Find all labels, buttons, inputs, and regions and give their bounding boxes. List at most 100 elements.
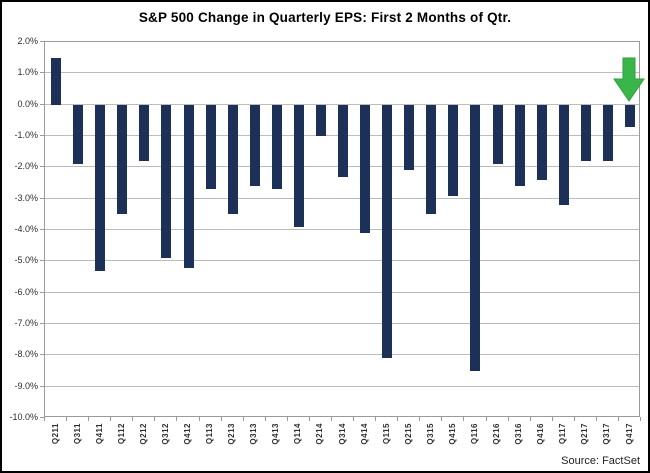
- y-axis-tick: [40, 354, 44, 356]
- bar-Q415: [448, 104, 459, 196]
- x-axis-label-Q415: Q415: [447, 423, 457, 445]
- x-axis-label-Q212: Q212: [138, 423, 148, 445]
- gridline: [45, 354, 639, 356]
- bar-Q213: [227, 104, 238, 215]
- y-axis-label: -3.0%: [14, 192, 38, 203]
- bar-Q313: [249, 104, 260, 187]
- y-axis-tick: [40, 72, 44, 74]
- x-axis-label-Q313: Q313: [249, 423, 259, 445]
- x-axis-label-Q416: Q416: [536, 423, 546, 445]
- y-axis-tick: [40, 197, 44, 199]
- x-axis-label-Q213: Q213: [227, 423, 237, 445]
- bar-Q116: [470, 104, 481, 371]
- y-axis-tick: [40, 103, 44, 105]
- x-axis-tick: [264, 417, 266, 421]
- x-axis-label-Q115: Q115: [381, 423, 391, 445]
- x-axis-label-Q414: Q414: [359, 423, 369, 445]
- y-axis-label: 0.0%: [17, 98, 38, 109]
- bar-Q115: [382, 104, 393, 359]
- bar-Q215: [404, 104, 415, 171]
- bar-Q212: [139, 104, 150, 162]
- y-axis-tick: [40, 323, 44, 324]
- x-axis-tick: [463, 417, 465, 421]
- x-axis-tick: [640, 417, 641, 421]
- bar-Q117: [558, 104, 569, 205]
- x-axis-tick: [44, 417, 45, 421]
- gridline: [45, 323, 639, 324]
- y-axis-label: -10.0%: [9, 412, 38, 422]
- x-axis-tick: [529, 417, 531, 421]
- y-axis-label: 1.0%: [17, 67, 38, 78]
- x-axis-tick: [331, 417, 332, 421]
- x-axis-label-Q116: Q116: [469, 423, 479, 445]
- x-axis-tick: [353, 417, 354, 421]
- bar-Q416: [536, 104, 547, 180]
- bar-Q311: [73, 104, 84, 165]
- y-axis-label: -8.0%: [14, 349, 38, 360]
- x-axis-tick: [485, 417, 487, 421]
- x-axis-tick: [573, 417, 575, 421]
- bar-Q312: [161, 104, 172, 259]
- x-axis-label-Q114: Q114: [293, 423, 303, 445]
- plot-area: [44, 41, 640, 417]
- down-arrow-shape: [613, 57, 645, 102]
- x-axis-tick: [88, 417, 90, 421]
- gridline: [45, 260, 639, 262]
- y-axis-label: -4.0%: [14, 224, 38, 234]
- bar-Q317: [602, 104, 613, 162]
- x-axis-label-Q211: Q211: [50, 423, 60, 445]
- x-axis-label-Q217: Q217: [580, 423, 590, 445]
- bar-Q314: [338, 104, 348, 177]
- x-axis-label-Q112: Q112: [116, 423, 126, 445]
- bar-Q412: [183, 104, 194, 268]
- x-axis-tick: [132, 417, 134, 421]
- x-axis-tick: [507, 417, 509, 421]
- y-axis-tick: [40, 41, 44, 42]
- x-axis-label-Q413: Q413: [271, 423, 281, 445]
- y-axis-tick: [40, 229, 44, 230]
- y-axis-label: -1.0%: [14, 130, 38, 140]
- x-axis-tick: [308, 417, 310, 421]
- x-axis-label-Q113: Q113: [205, 423, 215, 445]
- x-axis-tick: [397, 417, 399, 421]
- x-axis-label-Q214: Q214: [315, 423, 325, 445]
- x-axis-label-Q317: Q317: [602, 423, 612, 445]
- y-axis-label: -6.0%: [14, 286, 38, 297]
- y-axis-tick: [40, 291, 44, 293]
- x-axis-label-Q311: Q311: [72, 423, 82, 445]
- y-axis-label: -9.0%: [14, 380, 38, 391]
- gridline: [45, 291, 639, 293]
- y-axis-label: -7.0%: [14, 318, 38, 328]
- x-axis-label-Q216: Q216: [492, 423, 501, 445]
- x-axis-tick: [595, 417, 597, 421]
- highlight-down-arrow-icon: [613, 57, 645, 102]
- bar-Q414: [360, 104, 371, 234]
- x-axis-tick: [286, 417, 288, 421]
- bar-Q417: [625, 104, 635, 127]
- x-axis-label-Q215: Q215: [403, 423, 413, 445]
- source-label: Source: FactSet: [561, 455, 640, 467]
- x-axis-tick: [198, 417, 200, 421]
- x-axis-tick: [110, 417, 112, 421]
- y-axis-tick: [40, 385, 44, 387]
- y-axis-tick: [40, 166, 44, 168]
- bar-Q214: [315, 104, 326, 136]
- bar-Q211: [51, 57, 61, 105]
- x-axis-tick: [66, 417, 68, 421]
- chart-title: S&P 500 Change in Quarterly EPS: First 2…: [138, 10, 512, 25]
- y-axis-tick: [40, 260, 44, 262]
- bar-Q411: [95, 104, 106, 271]
- y-axis-label: 2.0%: [17, 36, 38, 46]
- x-axis-label-Q417: Q417: [624, 423, 634, 445]
- x-axis-tick: [176, 417, 178, 421]
- x-axis-label-Q314: Q314: [337, 423, 347, 445]
- y-axis-label: -2.0%: [14, 161, 38, 172]
- x-axis-label-Q316: Q316: [514, 423, 524, 445]
- gridline: [45, 72, 639, 74]
- x-axis-label-Q117: Q117: [558, 423, 568, 445]
- bar-Q315: [426, 104, 437, 215]
- x-axis-tick: [551, 417, 553, 421]
- bar-Q113: [205, 104, 216, 190]
- x-axis-tick: [242, 417, 244, 421]
